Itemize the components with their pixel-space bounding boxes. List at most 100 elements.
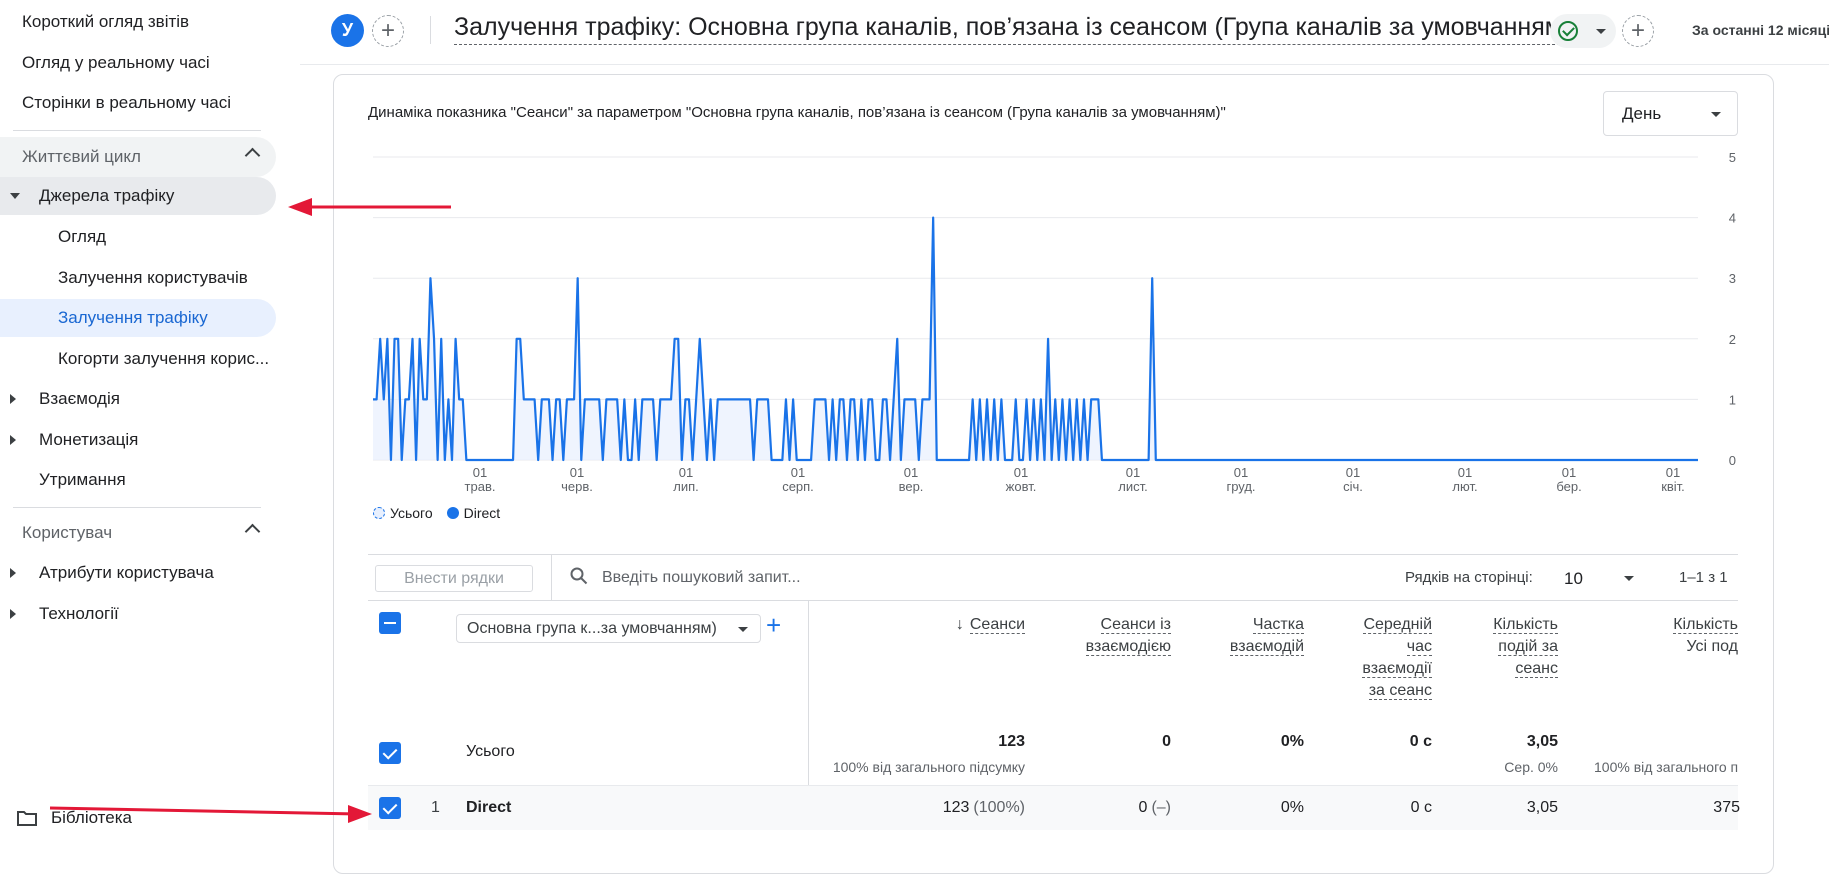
select-all-checkbox[interactable] [379,612,401,634]
section-label: Життєвий цикл [22,147,141,166]
sidebar-item-monetization[interactable]: Монетизація [0,421,260,459]
legend-item-direct[interactable]: Direct [446,505,501,521]
caret-right-icon [10,394,16,404]
x-tick-label: 01 [1014,465,1028,480]
chart-legend: Усього Direct [373,505,514,521]
sidebar-item-label: Огляд [58,227,107,246]
x-tick-label: лют. [1452,479,1477,494]
rows-per-page-select[interactable]: 10 [1564,566,1634,592]
column-header-label: за сеанс [1368,682,1432,700]
row-value-main: 375 [1713,799,1740,816]
caret-right-icon [10,568,16,578]
sidebar-item-traffic-acquisition[interactable]: Залучення трафіку [0,299,276,337]
column-header[interactable]: Кількість подій за сеанс [1493,614,1558,680]
row-index: 1 [431,799,440,816]
column-header[interactable]: Кількість Усі под [1670,614,1738,658]
column-header[interactable]: Сеанси із взаємодією [1085,614,1171,658]
y-tick-label: 4 [1729,211,1736,226]
totals-value: 123 [998,733,1025,750]
y-tick-label: 2 [1729,332,1736,347]
row-value: 0 с [1411,799,1432,817]
totals-value: 0 с [1409,733,1432,750]
row-value-main: 0% [1280,799,1304,816]
add-rows-button[interactable]: Внести рядки [375,565,533,592]
x-tick-label: 01 [1126,465,1140,480]
column-header-label: Кількість [1673,616,1738,634]
y-tick-label: 3 [1729,271,1736,286]
table-row[interactable] [368,786,1738,830]
totals-value: 3,05 [1526,733,1558,750]
folder-icon [17,811,37,826]
sidebar-item-label: Джерела трафіку [39,186,175,205]
avatar[interactable]: У [331,14,364,47]
column-header[interactable]: Частка взаємодій [1229,614,1304,658]
sidebar-item-traffic-sources[interactable]: Джерела трафіку [0,177,276,215]
series-line-direct[interactable] [373,216,1698,462]
sidebar-item-label: Огляд у реальному часі [22,53,210,72]
period-select-value: День [1622,103,1662,123]
sidebar-item-technology[interactable]: Технології [0,595,260,633]
sidebar-item-label: Утримання [39,470,126,489]
sidebar-item-reports-snapshot[interactable]: Короткий огляд звітів [0,3,189,41]
totals-value: 0 [1162,733,1171,750]
x-tick-label: жовт. [1006,479,1037,494]
caret-down-icon [10,193,20,199]
toolbar-divider [368,554,1738,555]
sidebar-item-realtime-pages[interactable]: Сторінки в реальному часі [0,84,231,122]
sidebar-item-retention[interactable]: Утримання [0,461,126,499]
legend-label: Усього [390,505,433,521]
sidebar-item-engagement[interactable]: Взаємодія [0,380,260,418]
column-header-label: взаємодії [1362,660,1432,678]
sidebar-section-user[interactable]: Користувач [0,513,276,553]
date-range-button[interactable]: За останні 12 місяців [1692,22,1829,38]
column-header-label: взаємодією [1085,638,1171,656]
search-icon [570,567,588,585]
sidebar-item-user-attributes[interactable]: Атрибути користувача [0,554,260,592]
x-tick-label: 01 [791,465,805,480]
row-checkbox[interactable] [379,797,401,819]
add-filter-button[interactable]: + [1622,15,1654,47]
sidebar-item-label: Сторінки в реальному часі [22,93,232,112]
sidebar-item-acquisition-cohorts[interactable]: Когорти залучення корис... [0,340,269,378]
x-tick-label: 01 [473,465,487,480]
sidebar-item-user-acquisition[interactable]: Залучення користувачів [0,259,248,297]
sidebar-item-overview[interactable]: Огляд [0,218,106,256]
add-dimension-button[interactable]: + [766,612,781,638]
dimension-select[interactable]: Основна група к...за умовчанням) [456,614,761,643]
page-title[interactable]: Залучення трафіку: Основна група каналів… [454,13,1571,45]
column-divider [808,600,809,830]
period-select[interactable]: День [1603,91,1738,136]
x-tick-label: 01 [1666,465,1680,480]
caret-right-icon [10,609,16,619]
row-divider [368,785,1738,786]
caret-down-icon [1624,576,1634,581]
caret-down-icon [1596,28,1606,34]
plus-icon: + [380,17,395,44]
chart-title: Динаміка показника "Сеанси" за параметро… [368,104,1226,121]
x-tick-label: 01 [1346,465,1360,480]
column-header[interactable]: Середній час взаємодії за сеанс [1362,614,1432,702]
row-dimension-value[interactable]: Direct [466,799,512,816]
totals-checkbox[interactable] [379,742,401,764]
column-header[interactable]: ↓ Сеанси [956,614,1025,636]
x-tick-label: 01 [1234,465,1248,480]
sidebar-item-library[interactable]: Бібліотека [17,808,132,828]
add-comparison-button[interactable]: + [372,15,404,47]
x-tick-label: груд. [1226,479,1255,494]
search-input[interactable] [602,565,1002,591]
x-tick-label: серп. [782,479,814,494]
column-header-label: Частка [1252,616,1304,634]
sidebar: Короткий огляд звітів Огляд у реальному … [0,0,290,849]
legend-item-total[interactable]: Усього [373,505,433,521]
row-value: 375 [1713,799,1740,817]
column-header-label: Середній [1363,616,1432,634]
report-status-button[interactable] [1550,14,1616,48]
caret-right-icon [10,435,16,445]
check-circle-icon [1558,21,1578,41]
legend-label: Direct [463,505,501,521]
x-tick-label: 01 [679,465,693,480]
sidebar-item-realtime-overview[interactable]: Огляд у реальному часі [0,44,210,82]
x-tick-label: січ. [1343,479,1363,494]
row-value-suffix: (–) [1151,799,1171,816]
sidebar-section-lifecycle[interactable]: Життєвий цикл [0,137,276,177]
